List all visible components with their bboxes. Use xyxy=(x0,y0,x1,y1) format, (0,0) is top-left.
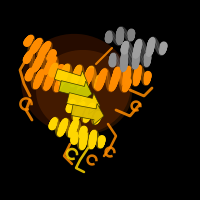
Polygon shape xyxy=(67,93,100,114)
Polygon shape xyxy=(54,69,88,92)
Polygon shape xyxy=(59,81,92,102)
Polygon shape xyxy=(71,104,104,125)
Ellipse shape xyxy=(21,34,131,134)
Ellipse shape xyxy=(36,50,132,134)
